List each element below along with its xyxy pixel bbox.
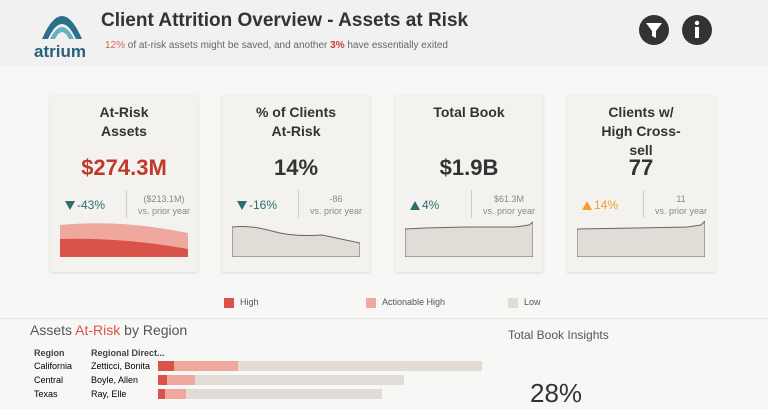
insights-value: 28% — [530, 378, 583, 408]
separator — [643, 190, 644, 218]
section-title: Assets At-Risk by Region — [30, 322, 187, 338]
prior-note: vs. prior year — [137, 206, 190, 216]
prior-value: 11 — [676, 194, 686, 204]
kpi-value: $274.3M — [81, 155, 167, 180]
trend-arrow — [65, 201, 75, 210]
bar-segment — [195, 375, 404, 385]
bar-segment — [165, 389, 186, 399]
pct: 3% — [330, 40, 345, 51]
pct: 12% — [105, 40, 126, 51]
kpi-card: At-Risk Assets $274.3M -43% ($213.1M) vs. pr… — [50, 95, 198, 272]
kpi-prior: ($213.1M) vs. prior year — [134, 193, 194, 217]
sparkline — [232, 226, 360, 257]
kpi-card: % of Clients At-Risk 14% -16% -86 vs. prior … — [222, 95, 370, 272]
logo-text: atrium — [34, 42, 86, 61]
info-button[interactable] — [682, 15, 712, 45]
director-label: Ray, Elle — [91, 389, 126, 399]
separator — [126, 190, 127, 218]
kpi-prior: $61.3M vs. prior year — [479, 193, 539, 217]
kpi-change: 14% — [594, 198, 619, 212]
kpi-change: -16% — [249, 198, 278, 212]
bar-segment — [186, 389, 382, 399]
separator — [298, 190, 299, 218]
title: Client Attrition Overview - Assets at Ri… — [101, 10, 469, 31]
text: have essentially exited — [347, 40, 448, 51]
kpi-change: 4% — [422, 198, 440, 212]
legend-label: Actionable High — [382, 297, 446, 307]
text: Assets — [30, 322, 73, 338]
bar-segment — [174, 361, 238, 371]
kpi-card: Total Book $1.9B 4% $61.3M vs. prior year — [395, 95, 543, 272]
bar-segment — [158, 361, 174, 371]
legend-item: High — [224, 297, 259, 308]
column-header: Region — [34, 348, 65, 358]
kpi-title: Clients w/ High Cross-sell — [601, 104, 681, 158]
legend-item: Low — [508, 297, 541, 308]
divider — [0, 318, 768, 319]
region-label: California — [34, 361, 72, 371]
trend-arrow — [582, 201, 592, 210]
trend-arrow — [410, 201, 420, 210]
prior-value: $61.3M — [493, 194, 525, 204]
bar-segment — [158, 375, 167, 385]
prior-note: vs. prior year — [654, 206, 707, 216]
kpi-change: -43% — [77, 198, 106, 212]
filter-button[interactable] — [639, 15, 669, 45]
text: At-Risk — [75, 322, 121, 338]
legend-label: Low — [524, 297, 541, 307]
column-header: Regional Direct... — [91, 348, 165, 358]
legend-label: High — [240, 297, 259, 307]
kpi-prior: -86 vs. prior year — [306, 193, 366, 217]
legend-item: Actionable High — [366, 297, 445, 308]
sparkline — [405, 221, 533, 257]
kpi-title: At-Risk Assets — [99, 104, 149, 139]
kpi-title: % of Clients At-Risk — [255, 104, 337, 139]
bar-segment — [238, 361, 482, 371]
text: by Region — [124, 322, 188, 338]
kpi-card: Clients w/ High Cross-sell 77 14% 11 vs. pri… — [567, 95, 715, 272]
kpi-value: 77 — [628, 155, 654, 180]
kpi-value: $1.9B — [439, 155, 499, 180]
kpi-title: Total Book — [433, 104, 505, 120]
kpi-value: 14% — [273, 155, 319, 180]
separator — [471, 190, 472, 218]
region-label: Central — [34, 375, 63, 385]
director-label: Boyle, Allen — [91, 375, 138, 385]
sparkline — [577, 221, 705, 257]
prior-value: -86 — [329, 194, 343, 204]
bar-segment — [167, 375, 195, 385]
prior-note: vs. prior year — [309, 206, 362, 216]
region-bars: California Zetticci, Bonita Central Boyle, … — [34, 361, 482, 399]
insights-title: Total Book Insights — [508, 328, 609, 342]
kpi-prior: 11 vs. prior year — [651, 193, 711, 217]
region-label: Texas — [34, 389, 58, 399]
prior-note: vs. prior year — [482, 206, 535, 216]
logo-mark — [42, 16, 82, 39]
sparkline — [60, 223, 188, 257]
bar-segment — [158, 389, 165, 399]
director-label: Zetticci, Bonita — [91, 361, 150, 371]
subtitle: 12% of at-risk assets might be saved, an… — [105, 40, 448, 51]
prior-value: ($213.1M) — [143, 194, 185, 204]
trend-arrow — [237, 201, 247, 210]
text: of at-risk assets might be saved, and an… — [127, 40, 328, 51]
